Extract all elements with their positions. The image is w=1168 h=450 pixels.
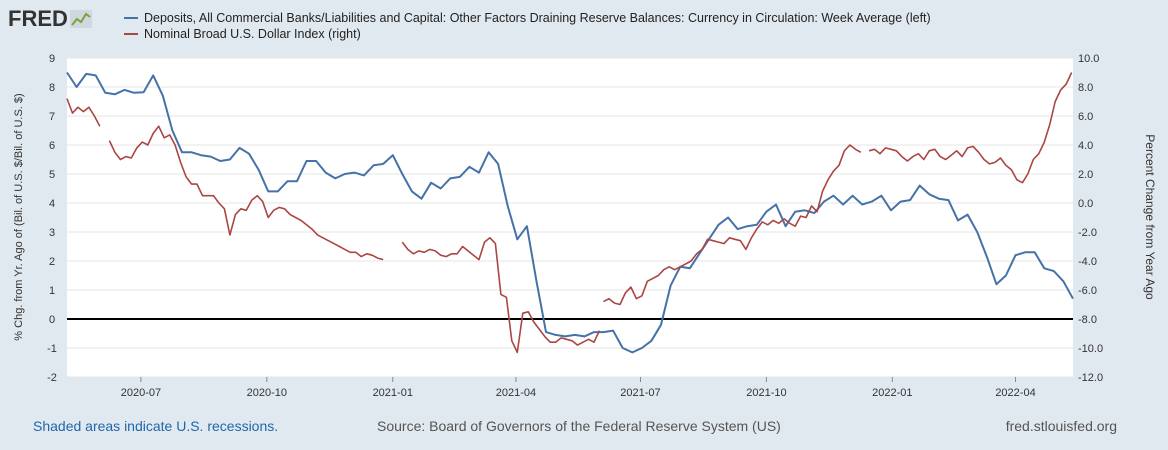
y-right-tick-label: -6.0 (1078, 285, 1097, 297)
recession-note-link[interactable]: Shaded areas indicate U.S. recessions. (33, 418, 279, 434)
series-line-currency[interactable] (66, 71, 1074, 354)
series-line-dollar-index[interactable] (108, 125, 384, 261)
y-right-tick-label: 10.0 (1078, 53, 1099, 65)
x-tick-label: 2021-07 (620, 387, 660, 399)
x-tick-label: 2020-10 (247, 387, 287, 399)
series-line-dollar-index[interactable] (868, 72, 1073, 184)
chart-legend: Deposits, All Commercial Banks/Liabiliti… (124, 10, 931, 42)
chart-footer: Shaded areas indicate U.S. recessions. S… (0, 410, 1168, 440)
x-tick-label: 2021-04 (496, 387, 536, 399)
y-left-tick-label: 3 (49, 227, 55, 239)
y-right-tick-label: 2.0 (1078, 169, 1093, 181)
x-tick-label: 2020-07 (121, 387, 161, 399)
y-axis-left-label: % Chg. from Yr. Ago of (Bil. of U.S. $/B… (13, 93, 25, 340)
y-left-tick-label: 7 (49, 111, 55, 123)
fred-site-link[interactable]: fred.stlouisfed.org (1005, 418, 1117, 434)
fred-logo-text: FRED (8, 6, 68, 31)
line-chart[interactable]: 9 8 7 6 5 4 3 2 1 0 -1 -2 10.0 8.0 6.0 4.0 2.0 0.0 -2.0 -4… (0, 0, 1168, 410)
legend-label-dollar-index: Nominal Broad U.S. Dollar Index (right) (144, 27, 361, 41)
legend-swatch-dollar-index (124, 33, 138, 35)
fred-logo[interactable]: FRED (8, 6, 92, 32)
legend-swatch-currency (124, 17, 138, 19)
series-line-dollar-index[interactable] (401, 237, 601, 354)
y-right-tick-label: 4.0 (1078, 140, 1093, 152)
source-note: Source: Board of Governors of the Federa… (377, 418, 781, 434)
y-left-tick-label: 6 (49, 140, 55, 152)
y-right-tick-label: -4.0 (1078, 256, 1097, 268)
y-right-tick-label: 0.0 (1078, 198, 1093, 210)
x-tick-label: 2022-01 (872, 387, 912, 399)
y-left-tick-label: 9 (49, 53, 55, 65)
x-tick-label: 2021-10 (746, 387, 786, 399)
series-line-dollar-index[interactable] (66, 98, 101, 127)
chart-header: FRED Deposits, All Commercial Banks/Liab… (0, 0, 1168, 48)
fred-chart-icon (69, 10, 92, 28)
y-left-tick-label: 2 (49, 256, 55, 268)
legend-label-currency: Deposits, All Commercial Banks/Liabiliti… (144, 11, 931, 25)
legend-item-currency[interactable]: Deposits, All Commercial Banks/Liabiliti… (124, 10, 931, 26)
y-axis-right-label: Percent Change from Year Ago (1143, 134, 1157, 300)
y-right-tick-label: 8.0 (1078, 82, 1093, 94)
y-right-tick-label: 6.0 (1078, 111, 1093, 123)
y-left-tick-label: 1 (49, 285, 55, 297)
y-right-tick-label: -2.0 (1078, 227, 1097, 239)
plot-area (67, 58, 1073, 377)
y-right-tick-label: -12.0 (1078, 372, 1103, 384)
y-left-tick-label: -2 (47, 372, 57, 384)
series-line-dollar-index[interactable] (603, 144, 862, 306)
y-right-tick-label: -10.0 (1078, 343, 1103, 355)
y-left-tick-label: 5 (49, 169, 55, 181)
y-left-tick-label: 4 (49, 198, 55, 210)
legend-item-dollar-index[interactable]: Nominal Broad U.S. Dollar Index (right) (124, 26, 931, 42)
y-right-tick-label: -8.0 (1078, 314, 1097, 326)
y-left-tick-label: -1 (47, 343, 57, 355)
y-left-tick-label: 0 (49, 314, 55, 326)
x-tick-label: 2021-01 (373, 387, 413, 399)
y-left-tick-label: 8 (49, 82, 55, 94)
x-tick-label: 2022-04 (995, 387, 1035, 399)
